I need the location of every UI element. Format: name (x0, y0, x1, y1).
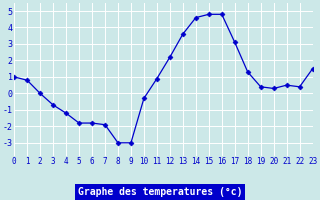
Text: Graphe des temperatures (°c): Graphe des temperatures (°c) (78, 187, 242, 197)
